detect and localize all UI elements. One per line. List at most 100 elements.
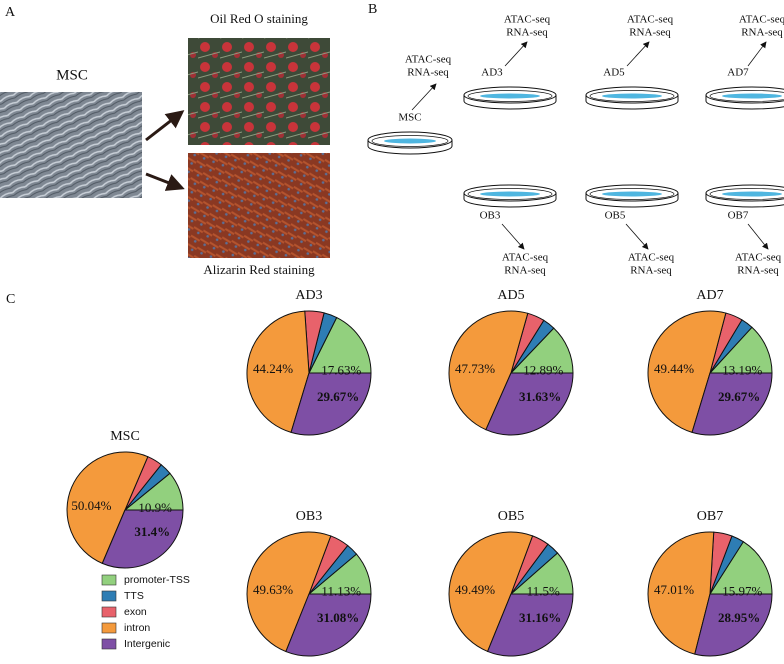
value-label: 15.97% — [722, 584, 762, 599]
pie-slice — [246, 310, 310, 433]
value-label: 31.4% — [134, 524, 170, 539]
panel-label: A — [5, 5, 16, 20]
image-title: MSC — [56, 67, 88, 83]
oil-red-image — [188, 38, 330, 145]
value-label: 47.73% — [455, 361, 495, 376]
pie-slice — [285, 593, 372, 657]
pie-title: AD5 — [497, 288, 524, 303]
pie-slice — [647, 531, 715, 655]
pie-slice — [486, 593, 574, 657]
pie-slice — [448, 310, 529, 431]
value-label: 31.16% — [519, 610, 561, 625]
legend-label: promoter-TSS — [124, 574, 190, 586]
pie-charts: MSC 10.9% 50.04% 31.4% promoter-TSS TTS exon in… — [66, 288, 773, 657]
pie-slice — [290, 372, 372, 436]
panel-label: C — [6, 292, 15, 307]
assay-label: RNA-seq — [630, 265, 672, 277]
assay-label: RNA-seq — [629, 27, 671, 39]
dish-rim — [467, 188, 553, 200]
arrow — [625, 223, 649, 250]
dish-rim — [709, 188, 784, 200]
stage-label: MSC — [398, 112, 421, 124]
arrow — [504, 41, 528, 67]
assay-label: RNA-seq — [407, 67, 449, 79]
value-label: 29.67% — [718, 389, 760, 404]
value-label: 17.63% — [321, 363, 361, 378]
dish-rim — [589, 188, 675, 200]
pie-slice — [709, 541, 773, 595]
cells — [722, 191, 782, 197]
assay-label: ATAC-seq — [735, 252, 782, 264]
legend-swatch — [101, 606, 117, 618]
dish-rim — [709, 90, 784, 102]
pie-title: OB3 — [296, 509, 322, 524]
cells — [384, 138, 436, 144]
assay-label: ATAC-seq — [502, 252, 549, 264]
assay-label: RNA-seq — [741, 27, 783, 39]
pie-slice — [246, 531, 332, 653]
assay-label: ATAC-seq — [739, 14, 784, 26]
pie-slice — [485, 372, 574, 436]
pie-title: AD3 — [295, 288, 322, 303]
dish-rim — [589, 90, 675, 102]
legend-label: TTS — [124, 590, 144, 602]
value-label: 29.67% — [317, 389, 359, 404]
pie-title: AD7 — [696, 288, 723, 303]
pie-slice — [101, 509, 184, 569]
pie-slice — [647, 310, 727, 433]
value-label: 44.24% — [253, 361, 293, 376]
value-label: 49.49% — [455, 582, 495, 597]
legend-swatch — [101, 590, 117, 602]
arrow — [626, 41, 650, 67]
pie-slice — [308, 316, 372, 374]
msc-image — [0, 92, 142, 198]
cells — [480, 191, 540, 197]
assay-label: ATAC-seq — [504, 14, 551, 26]
legend-label: exon — [124, 606, 147, 618]
value-label: 47.01% — [654, 582, 694, 597]
stage-label: OB3 — [480, 210, 501, 222]
assay-label: ATAC-seq — [405, 54, 452, 66]
value-label: 11.13% — [321, 584, 361, 599]
pie-slice — [694, 593, 773, 657]
legend-label: Intergenic — [124, 638, 170, 650]
arrow — [747, 223, 769, 250]
image-caption: Oil Red O staining — [210, 11, 308, 26]
dish-rim — [467, 90, 553, 102]
assay-label: RNA-seq — [737, 265, 779, 277]
arrow — [411, 83, 437, 111]
arrow — [747, 41, 767, 67]
pie-title: MSC — [110, 429, 140, 444]
value-label: 49.63% — [253, 582, 293, 597]
arrow — [501, 223, 525, 250]
pie-title: OB5 — [498, 509, 524, 524]
dish-rim — [371, 135, 449, 147]
assay-label: RNA-seq — [504, 265, 546, 277]
value-label: 31.08% — [317, 610, 359, 625]
assay-label: RNA-seq — [506, 27, 548, 39]
value-label: 31.63% — [519, 389, 561, 404]
stage-label: AD5 — [603, 67, 625, 79]
legend-swatch — [101, 638, 117, 650]
value-label: 50.04% — [71, 498, 111, 513]
stage-label: OB5 — [605, 210, 626, 222]
value-label: 13.19% — [722, 363, 762, 378]
cells — [602, 93, 662, 99]
arrow — [145, 110, 185, 142]
value-label: 49.44% — [654, 361, 694, 376]
value-label: 28.95% — [718, 610, 760, 625]
cells — [480, 93, 540, 99]
assay-label: ATAC-seq — [627, 14, 674, 26]
legend-swatch — [101, 574, 117, 586]
pie-slice — [448, 531, 534, 653]
cells — [602, 191, 662, 197]
cells — [722, 93, 782, 99]
pie-slice — [66, 451, 149, 565]
legend-swatch — [101, 622, 117, 634]
stage-label: OB7 — [728, 210, 749, 222]
legend-label: intron — [124, 622, 150, 634]
pie-title: OB7 — [697, 509, 723, 524]
value-label: 10.9% — [138, 500, 172, 515]
